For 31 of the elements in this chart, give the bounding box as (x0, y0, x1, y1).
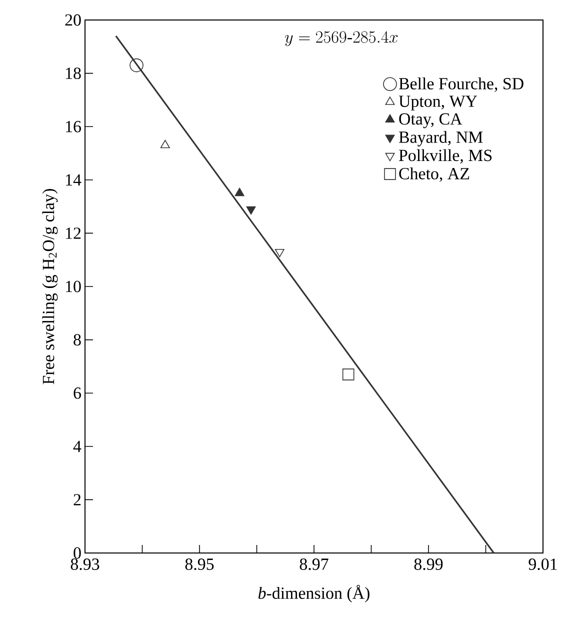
point (246, 206, 256, 215)
point (342, 368, 354, 380)
legend-label: Upton, WY (398, 96, 478, 110)
legend-label: Polkville, MS (398, 149, 492, 164)
y-tick-label: 12 (66, 228, 80, 239)
x-tick-label: 9.01 (528, 558, 557, 570)
y-axis-title: Free swelling (g H$_{2}$O/g clay) (42, 189, 58, 384)
legend-label: Cheto, AZ (399, 167, 469, 182)
point (160, 140, 170, 148)
y-tick-label: 16 (66, 120, 81, 132)
point (130, 58, 144, 72)
x-tick-label: 8.99 (414, 558, 443, 570)
y-tick-label: 6 (74, 387, 81, 399)
point (234, 188, 244, 196)
x-tick-label: 8.93 (70, 558, 100, 570)
y-tick-label: 10 (66, 280, 81, 292)
point (274, 248, 284, 258)
x-axis-title: b-dimension (Å) (258, 584, 370, 602)
x-tick-label: 8.97 (300, 558, 328, 570)
y-tick-label: 4 (73, 440, 82, 452)
legend-label: Belle Fourche, SD (398, 77, 524, 92)
y-tick-label: 8 (74, 334, 81, 346)
x-tick-label: 8.95 (185, 558, 214, 570)
legend-label: Bayard, NM (398, 130, 483, 146)
annotation: $y = 2569\text{-}285.4x$ (284, 31, 398, 46)
y-tick-label: 20 (65, 14, 81, 26)
y-tick-label: 14 (66, 174, 82, 186)
legend-label: Otay, CA (399, 113, 462, 128)
y-tick-label: 2 (74, 494, 80, 506)
y-tick-label: 18 (66, 68, 81, 80)
y-tick-label: 0 (74, 547, 81, 559)
